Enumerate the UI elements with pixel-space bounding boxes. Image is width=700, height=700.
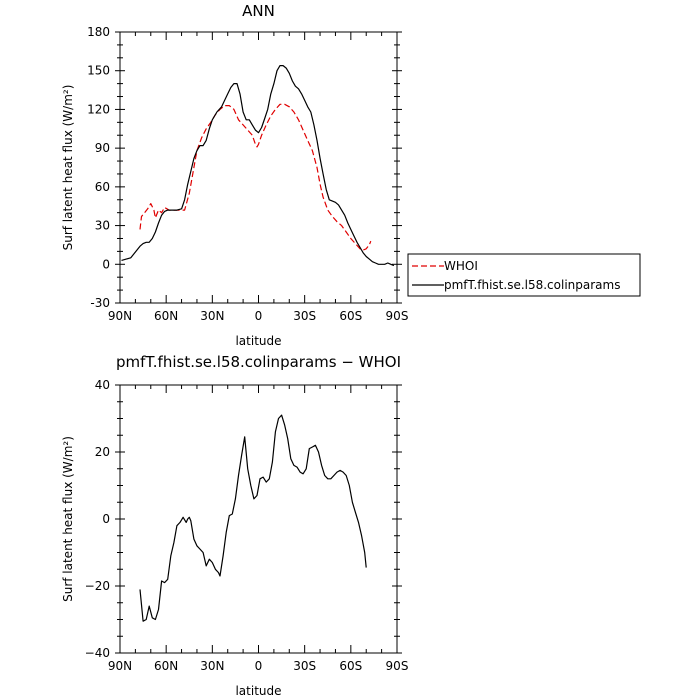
x-tick-label: 30S xyxy=(293,309,316,323)
x-tick-label: 60N xyxy=(154,659,178,673)
y-tick-label: 120 xyxy=(87,102,110,116)
y-tick-label: 180 xyxy=(87,25,110,39)
series-line-0 xyxy=(139,103,372,251)
y-axis-title: Surf latent heat flux (W/m²) xyxy=(61,85,75,251)
y-tick-label: 90 xyxy=(95,141,110,155)
x-tick-label: 90N xyxy=(108,309,132,323)
x-tick-label: 90N xyxy=(108,659,132,673)
x-axis-title: latitude xyxy=(235,334,281,348)
chart-title: pmfT.fhist.se.l58.colinparams − WHOI xyxy=(116,353,401,371)
legend-label: WHOI xyxy=(444,259,478,273)
x-tick-label: 60S xyxy=(339,659,362,673)
x-tick-label: 0 xyxy=(255,309,263,323)
x-tick-label: 90S xyxy=(386,309,409,323)
y-tick-label: 0 xyxy=(102,512,110,526)
y-tick-label: 30 xyxy=(95,219,110,233)
y-tick-label: −20 xyxy=(85,579,110,593)
y-tick-label: 150 xyxy=(87,64,110,78)
x-tick-label: 60S xyxy=(339,309,362,323)
y-tick-label: 0 xyxy=(102,257,110,271)
y-tick-label: -30 xyxy=(90,296,110,310)
x-tick-label: 30S xyxy=(293,659,316,673)
legend-box xyxy=(407,253,641,297)
series-line-0 xyxy=(139,414,367,622)
bottom-panel: 90N 60N 30N 0 30S 60S 90S −40 −20 0 20 40 pmfT.fhist… xyxy=(61,353,408,698)
legend-label: pmfT.fhist.se.l58.colinparams xyxy=(444,278,620,292)
chart-title: ANN xyxy=(242,2,275,20)
y-tick-label: 20 xyxy=(95,445,110,459)
plot-frame xyxy=(119,31,398,304)
y-tick-label: 60 xyxy=(95,180,110,194)
x-tick-label: 60N xyxy=(154,309,178,323)
plot-frame xyxy=(119,384,398,654)
x-tick-label: 90S xyxy=(386,659,409,673)
y-tick-label: −40 xyxy=(85,646,110,660)
x-tick-label: 30N xyxy=(200,659,224,673)
x-tick-label: 0 xyxy=(255,659,263,673)
series-line-1 xyxy=(121,65,395,267)
x-tick-label: 30N xyxy=(200,309,224,323)
legend: WHOI pmfT.fhist.se.l58.colinparams xyxy=(407,253,641,297)
y-axis-title: Surf latent heat flux (W/m²) xyxy=(61,436,75,602)
y-tick-label: 40 xyxy=(95,378,110,392)
top-panel: 90N 60N 30N 0 30S 60S 90S -30 0 30 60 90 120 150 180 AN… xyxy=(61,2,641,348)
x-axis-title: latitude xyxy=(235,684,281,698)
